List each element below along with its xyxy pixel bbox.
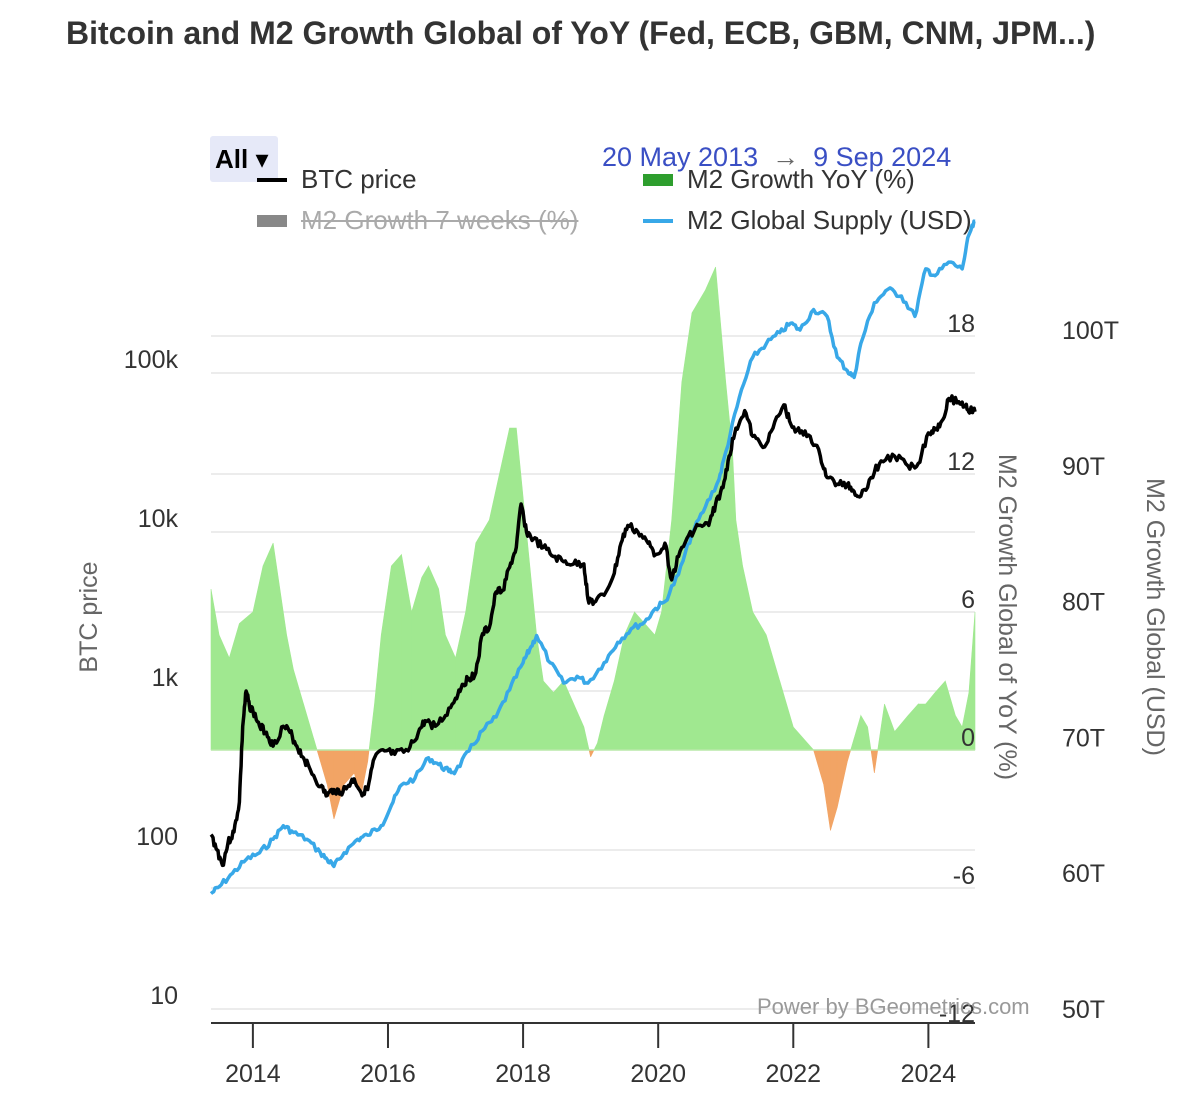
legend-label: M2 Growth 7 weeks (%) bbox=[301, 205, 579, 235]
x-tick-label: 2020 bbox=[630, 1060, 686, 1088]
btc-tick-label: 1k bbox=[152, 664, 179, 692]
growth-tick-label: 6 bbox=[961, 586, 975, 614]
legend-item-m2-growth-7-weeks[interactable]: M2 Growth 7 weeks (%) bbox=[257, 205, 578, 236]
legend-item-btc-price[interactable]: BTC price bbox=[257, 164, 417, 195]
growth-tick-label: 12 bbox=[947, 448, 975, 476]
btc-tick-label: 10 bbox=[150, 982, 178, 1010]
legend-label: M2 Global Supply (USD) bbox=[687, 205, 972, 235]
btc-axis-title: BTC price bbox=[75, 561, 103, 672]
btc-tick-label: 10k bbox=[138, 505, 179, 533]
btc-tick-label: 100 bbox=[136, 823, 178, 851]
legend-item-m2-growth-yoy[interactable]: M2 Growth YoY (%) bbox=[643, 164, 915, 195]
growth-tick-label: -6 bbox=[953, 862, 975, 890]
supply-axis-title: M2 Growth Global (USD) bbox=[1141, 478, 1169, 756]
legend-label: BTC price bbox=[301, 164, 417, 194]
growth-tick-label: 0 bbox=[961, 724, 975, 752]
gridlines bbox=[211, 335, 975, 1010]
supply-tick-label: 80T bbox=[1062, 589, 1105, 617]
growth-tick-label: -12 bbox=[939, 1000, 975, 1028]
supply-tick-label: 90T bbox=[1062, 453, 1105, 481]
range-selector-button[interactable]: All ▾ bbox=[210, 136, 278, 182]
legend-label: M2 Growth YoY (%) bbox=[687, 164, 915, 194]
supply-tick-label: 50T bbox=[1062, 996, 1105, 1024]
credit-text: Power by BGeometrics.com bbox=[757, 994, 1030, 1019]
axes-layer: 2014 2016 2018 2020 2022 2024 10 100 1k 10k 100k -1… bbox=[75, 310, 1169, 1088]
x-tick-label: 2022 bbox=[765, 1060, 821, 1088]
legend-area-icon bbox=[643, 173, 673, 186]
line-series-layer bbox=[209, 219, 977, 895]
legend-line-icon bbox=[257, 177, 287, 182]
growth-tick-label: 18 bbox=[947, 310, 975, 338]
date-range-arrow-icon: → bbox=[772, 142, 800, 172]
m2-supply-line bbox=[209, 219, 976, 895]
supply-tick-label: 70T bbox=[1062, 724, 1105, 752]
legend-item-m2-global-supply[interactable]: M2 Global Supply (USD) bbox=[643, 205, 972, 236]
chart-title: Bitcoin and M2 Growth Global of YoY (Fed… bbox=[66, 15, 1096, 51]
x-tick-label: 2018 bbox=[495, 1060, 551, 1088]
legend-area-icon bbox=[257, 214, 287, 227]
x-tick-label: 2024 bbox=[901, 1060, 957, 1088]
growth-axis-title: M2 Growth Global of YoY (%) bbox=[993, 454, 1021, 780]
btc-price-line bbox=[209, 394, 977, 868]
supply-tick-label: 100T bbox=[1062, 317, 1119, 345]
btc-tick-label: 100k bbox=[124, 346, 179, 374]
date-range-to[interactable]: 9 Sep 2024 bbox=[813, 142, 952, 172]
date-range-from[interactable]: 20 May 2013 bbox=[602, 142, 759, 172]
x-tick-label: 2016 bbox=[360, 1060, 416, 1088]
supply-tick-label: 60T bbox=[1062, 860, 1105, 888]
date-range[interactable]: 20 May 2013 → 9 Sep 2024 bbox=[602, 142, 951, 173]
x-tick-label: 2014 bbox=[225, 1060, 281, 1088]
legend-line-icon bbox=[643, 218, 673, 223]
